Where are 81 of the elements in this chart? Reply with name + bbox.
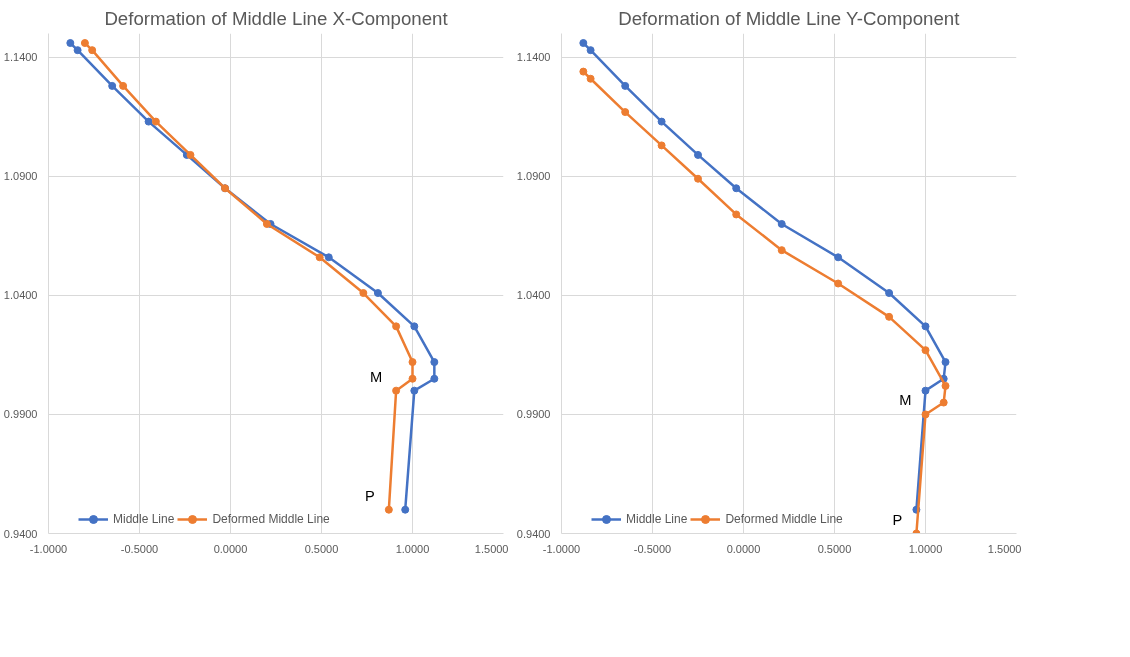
legend-label: Middle Line: [113, 512, 175, 526]
annotation: P: [892, 511, 903, 528]
x-tick-label: -1.0000: [29, 542, 68, 555]
point: [921, 386, 930, 395]
point: [921, 410, 930, 419]
point: [66, 39, 75, 48]
point: [621, 108, 630, 117]
point: [410, 386, 419, 395]
point: [939, 398, 948, 407]
point: [885, 289, 894, 298]
point: [80, 39, 89, 48]
legend-label: Deformed Middle Line: [725, 512, 843, 526]
point: [694, 174, 702, 183]
x-tick-label: 1.0000: [908, 542, 943, 555]
point: [694, 150, 702, 159]
point: [941, 381, 950, 390]
chart-title: Deformation of Middle Line Y-Component: [618, 7, 961, 29]
x-tick-label: 1.5000: [987, 542, 1022, 555]
y-tick-label: 1.1400: [516, 51, 551, 64]
y-tick-label: 0.9900: [516, 408, 551, 421]
y-tick-label: 1.1400: [3, 51, 38, 64]
x-tick-label: 0.5000: [304, 542, 339, 555]
point: [392, 322, 401, 331]
point: [88, 46, 97, 55]
y-tick-label: 1.0400: [3, 289, 38, 302]
point: [885, 312, 894, 321]
point: [401, 505, 410, 514]
point: [657, 117, 666, 126]
point: [621, 81, 630, 90]
point: [73, 46, 82, 55]
point: [262, 219, 271, 228]
point: [384, 505, 393, 514]
y-tick-label: 0.9400: [516, 527, 551, 540]
chart-title: Deformation of Middle Line X-Component: [104, 7, 449, 29]
point: [324, 253, 333, 262]
annotation: P: [365, 487, 375, 504]
x-tick-label: -0.5000: [633, 542, 672, 555]
legend-label: Deformed Middle Line: [212, 512, 330, 526]
point: [144, 117, 153, 126]
point: [408, 358, 417, 367]
x-tick-label: 0.0000: [726, 542, 761, 555]
x-tick-label: -0.5000: [120, 542, 159, 555]
point: [657, 141, 666, 150]
legend-label: Middle Line: [626, 512, 688, 526]
x-tick-label: 1.5000: [474, 542, 509, 555]
point: [430, 374, 439, 383]
y-tick-label: 0.9900: [3, 408, 38, 421]
y-tick-label: 0.9400: [3, 527, 38, 540]
x-tick-label: 0.0000: [213, 542, 248, 555]
point: [586, 46, 595, 55]
point: [108, 81, 117, 90]
point: [921, 346, 930, 355]
point: [410, 322, 419, 331]
point: [834, 253, 843, 262]
point: [732, 184, 741, 193]
point: [921, 322, 930, 331]
point: [119, 81, 128, 90]
point: [579, 39, 588, 48]
point: [430, 358, 439, 367]
x-tick-label: -1.0000: [542, 542, 581, 555]
x-tick-label: 1.0000: [395, 542, 430, 555]
point: [408, 374, 417, 383]
point: [777, 246, 786, 255]
x-tick-label: 0.5000: [817, 542, 852, 555]
point: [941, 358, 950, 367]
y-tick-label: 1.0400: [516, 289, 551, 302]
point: [579, 67, 588, 76]
annotation: M: [899, 392, 912, 409]
point: [834, 279, 843, 288]
point: [151, 117, 160, 126]
point: [359, 289, 368, 298]
point: [373, 289, 382, 298]
point: [586, 74, 595, 83]
point: [732, 210, 741, 219]
point: [777, 219, 786, 228]
y-tick-label: 1.0900: [516, 170, 551, 183]
annotation: M: [369, 368, 383, 385]
point: [392, 386, 401, 395]
point: [186, 150, 195, 159]
point: [315, 253, 324, 262]
y-tick-label: 1.0900: [3, 170, 38, 183]
